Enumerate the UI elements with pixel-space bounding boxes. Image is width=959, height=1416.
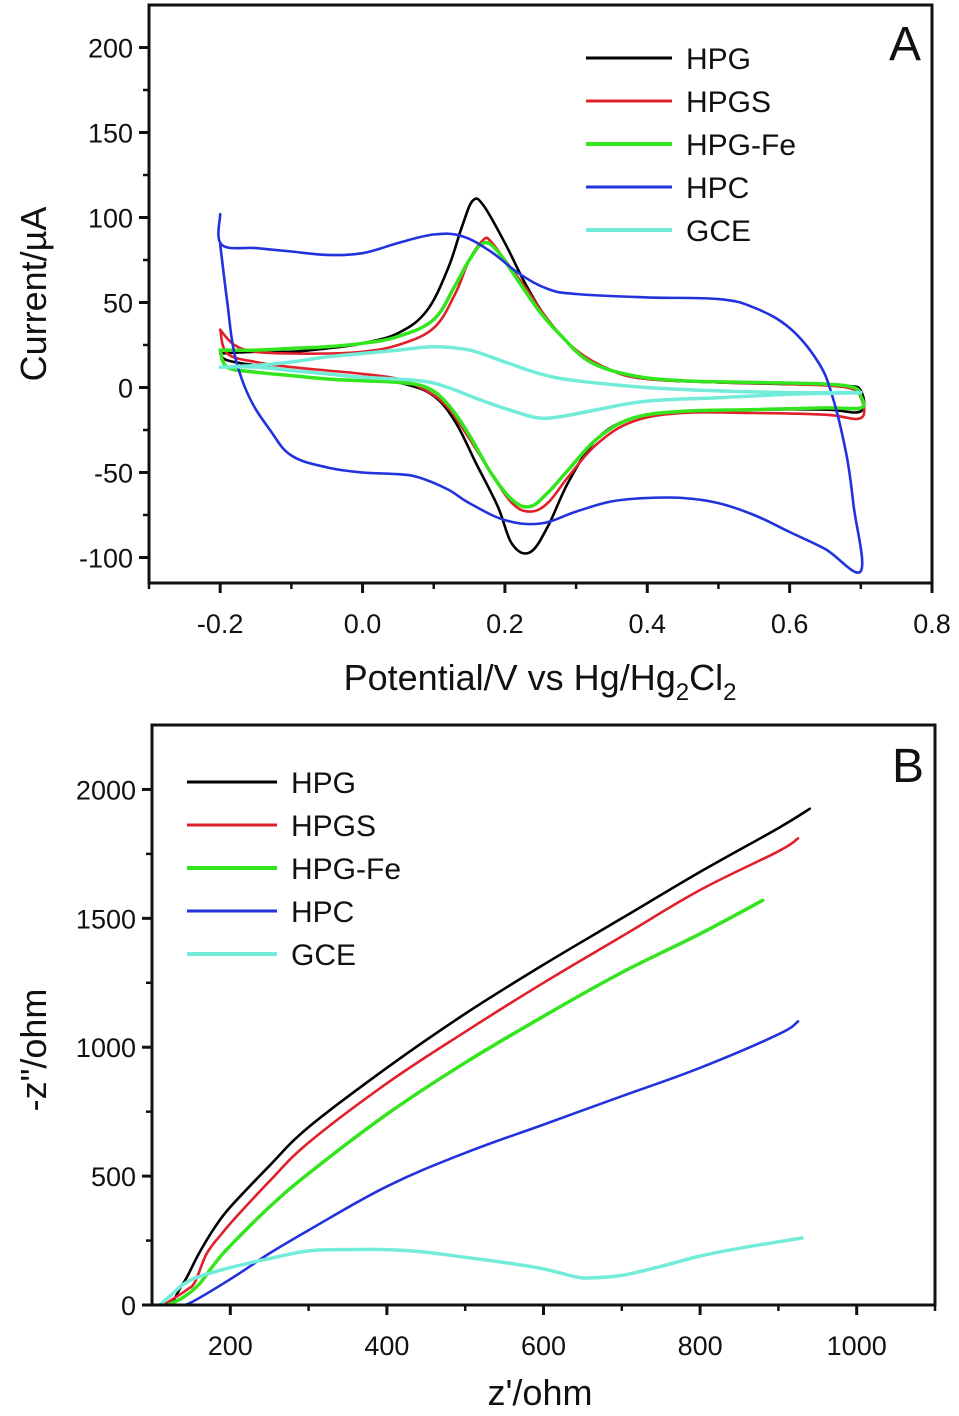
series-line-hpg-fe <box>218 240 866 509</box>
legend-label-hpgs: HPGS <box>291 810 376 843</box>
x-tick-label: 800 <box>678 1331 723 1361</box>
y-axis-label: Current/µA <box>13 207 54 382</box>
series-group <box>158 807 811 1307</box>
x-tick-label: 0.6 <box>771 609 809 639</box>
legend-label-hpc: HPC <box>291 896 354 929</box>
legend: HPG HPGS HPG-Fe HPC GCE <box>586 43 796 248</box>
x-tick-label: -0.2 <box>197 609 244 639</box>
plot-frame <box>147 3 934 585</box>
chart-panel-a: -0.2 0.0 0.2 0.4 0.6 0.8 -100 -50 0 50 100 150 200 H… <box>13 3 951 706</box>
legend-label-gce: GCE <box>686 215 751 248</box>
legend-label-hpg-fe: HPG-Fe <box>686 129 796 162</box>
x-tick-label: 0.8 <box>913 609 951 639</box>
series-line-hpc <box>178 1020 800 1307</box>
legend-label-hpg: HPG <box>686 43 751 76</box>
y-tick-label: -50 <box>94 459 133 489</box>
legend-label-hpgs: HPGS <box>686 86 771 119</box>
y-tick-label: 150 <box>88 119 133 149</box>
chart-panel-b: 200 400 600 800 1000 0 500 1000 1500 2000 HPG HPGS… <box>13 723 937 1413</box>
x-tick-label: 1000 <box>827 1331 887 1361</box>
x-tick-label: 0.2 <box>486 609 524 639</box>
x-tick-label: 400 <box>364 1331 409 1361</box>
series-line-hpg-fe <box>165 898 765 1307</box>
y-tick-label: 1500 <box>76 904 136 934</box>
legend-label-hpc: HPC <box>686 172 749 205</box>
y-axis-label: -z"/ohm <box>13 989 54 1112</box>
y-tick-label: 0 <box>121 1291 136 1321</box>
series-line-gce <box>218 344 863 421</box>
y-tick-label: -100 <box>79 544 133 574</box>
series-line-hpc <box>217 212 864 574</box>
x-axis-label-sub2: 2 <box>723 679 736 706</box>
legend: HPG HPGS HPG-Fe HPC GCE <box>187 767 401 972</box>
x-axis-label: z'/ohm <box>488 1372 593 1413</box>
series-line-hpg <box>158 807 811 1307</box>
y-tick-label: 100 <box>88 204 133 234</box>
series-group <box>217 197 866 574</box>
legend-label-hpg-fe: HPG-Fe <box>291 853 401 886</box>
legend-label-gce: GCE <box>291 939 356 972</box>
y-tick-label: 200 <box>88 34 133 64</box>
x-tick-label: 0.0 <box>344 609 382 639</box>
series-line-gce <box>158 1236 804 1307</box>
y-tick-label: 50 <box>103 289 133 319</box>
y-tick-label: 500 <box>91 1162 136 1192</box>
y-tick-label: 1000 <box>76 1033 136 1063</box>
panel-label: A <box>889 18 921 71</box>
y-tick-label: 0 <box>118 374 133 404</box>
y-tick-label: 2000 <box>76 775 136 805</box>
x-tick-label: 600 <box>521 1331 566 1361</box>
x-axis-label-mid: Cl <box>689 657 723 698</box>
x-axis-label: Potential/V vs Hg/Hg2Cl2 <box>344 657 737 706</box>
series-line-hpgs <box>162 837 800 1307</box>
x-tick-label: 0.4 <box>628 609 666 639</box>
legend-label-hpg: HPG <box>291 767 356 800</box>
x-axis-label-main: Potential/V vs Hg/Hg <box>344 657 676 698</box>
panel-label: B <box>892 740 924 793</box>
x-axis-label-sub1: 2 <box>676 679 689 706</box>
axis-ticks: 200 400 600 800 1000 0 500 1000 1500 2000 <box>76 775 937 1361</box>
x-tick-label: 200 <box>208 1331 253 1361</box>
axis-ticks: -0.2 0.0 0.2 0.4 0.6 0.8 -100 -50 0 50 100 150 200 <box>79 34 951 640</box>
